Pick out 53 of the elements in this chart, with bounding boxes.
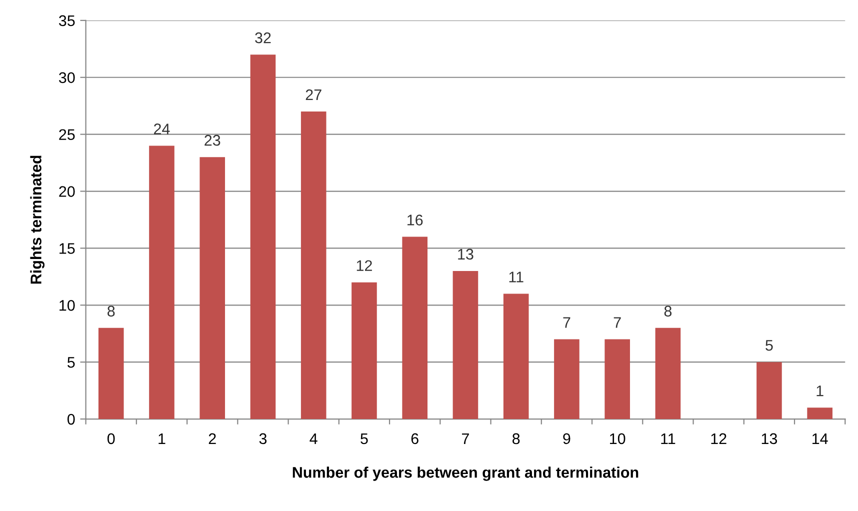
y-tick-label: 5	[68, 357, 75, 368]
data-label: 16	[408, 214, 423, 226]
data-label: 5	[766, 340, 773, 351]
y-axis-title: Rights terminated	[30, 156, 45, 284]
data-label: 8	[664, 306, 672, 317]
y-tick-label: 20	[59, 186, 75, 197]
bar	[200, 157, 226, 420]
y-tick-label: 10	[60, 300, 75, 311]
data-label: 12	[356, 260, 372, 271]
bar	[756, 362, 782, 420]
x-tick-label: 13	[762, 433, 778, 444]
x-tick-label: 11	[661, 433, 676, 444]
y-tick-label: 0	[67, 414, 75, 425]
bar	[250, 54, 276, 420]
bar	[402, 236, 428, 420]
x-tick-label: 5	[360, 433, 368, 444]
bar	[655, 328, 681, 420]
x-tick-label: 1	[158, 433, 166, 444]
x-tick-label: 7	[462, 433, 469, 444]
x-tick-label: 2	[208, 433, 216, 444]
bar	[149, 146, 174, 420]
x-tick-label: 0	[107, 433, 115, 444]
y-tick-label: 30	[58, 72, 75, 84]
data-label: 23	[204, 134, 220, 146]
x-tick-label: 9	[563, 433, 570, 444]
bar	[352, 282, 377, 420]
data-label: 1	[816, 386, 824, 396]
data-label: 11	[509, 272, 524, 282]
x-tick-label: 12	[711, 433, 726, 444]
bar	[503, 294, 529, 420]
x-tick-label: 4	[310, 433, 318, 444]
data-label: 32	[255, 32, 271, 44]
y-tick-label: 15	[60, 243, 75, 254]
data-label: 13	[458, 248, 474, 260]
bar	[98, 328, 124, 420]
data-label: 7	[614, 317, 621, 328]
x-tick-label: 8	[512, 433, 520, 444]
x-tick-label: 10	[610, 433, 626, 444]
bar	[604, 339, 630, 420]
bar	[452, 270, 478, 420]
data-label: 27	[306, 89, 322, 100]
bar	[554, 339, 580, 420]
x-tick-label: 3	[259, 433, 267, 444]
x-tick-label: 14	[812, 433, 828, 444]
x-tick-label: 6	[411, 433, 418, 444]
data-label: 8	[108, 306, 115, 317]
bar	[807, 408, 832, 420]
y-tick-label: 25	[59, 129, 75, 140]
data-label: 24	[154, 124, 170, 134]
data-label: 7	[563, 317, 570, 328]
bar	[300, 112, 326, 420]
y-tick-label: 35	[58, 15, 75, 26]
x-axis-title: Number of years between grant and termination	[292, 466, 638, 481]
